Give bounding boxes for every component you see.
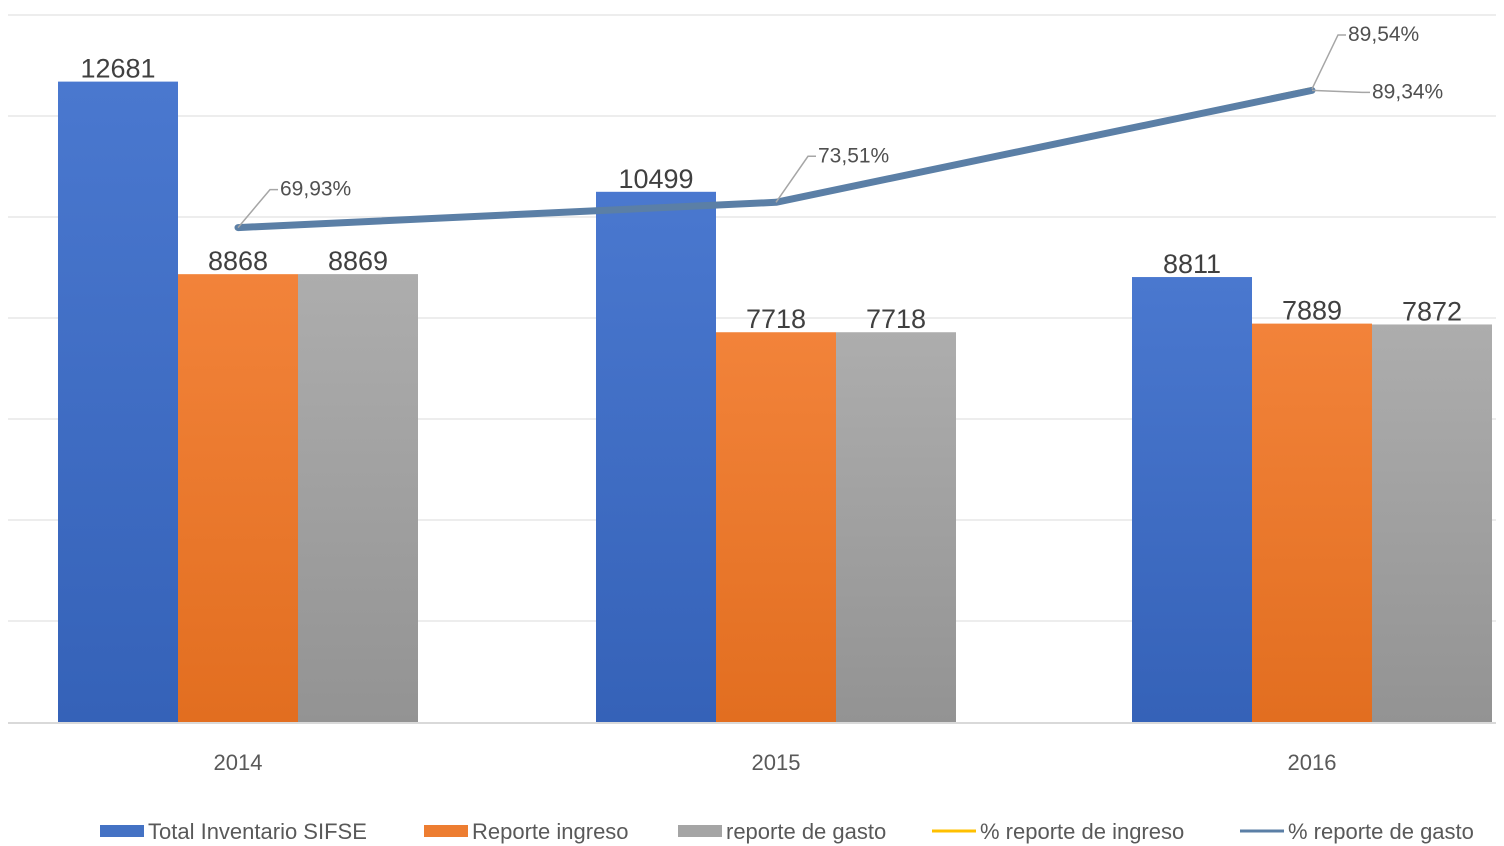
legend-swatch [424,825,468,837]
line-data-label: 73,51% [818,144,889,167]
line-series-0 [236,86,1314,230]
bar-data-label: 10499 [618,164,693,194]
bar-data-label: 7718 [866,304,926,334]
bar-data-label: 7872 [1402,296,1462,326]
bar-2016-s1 [1252,323,1372,722]
bar-2016-s0 [1132,277,1252,722]
bar-2014-s0 [58,81,178,722]
legend-label: % reporte de gasto [1288,819,1474,844]
line-data-label: 89,54% [1348,23,1419,46]
bar-data-label: 8869 [328,246,388,276]
line-data-label: 89,34% [1372,80,1443,103]
bar-2014-s1 [178,274,298,722]
legend-label: % reporte de ingreso [980,819,1184,844]
legend-label: Total Inventario SIFSE [148,819,367,844]
bar-2015-s0 [596,191,716,722]
legend-swatch [678,825,722,837]
legend-label: reporte de gasto [726,819,886,844]
leader-line [775,155,816,203]
x-tick-label: 2014 [214,750,263,775]
bar-data-label: 8811 [1163,249,1221,279]
leader-line [1311,89,1370,94]
legend-label: Reporte ingreso [472,819,629,844]
bar-data-label: 7889 [1282,296,1342,326]
leader-line [237,188,278,229]
x-tick-label: 2015 [752,750,801,775]
bar-data-label: 8868 [208,246,268,276]
leader-line [1311,34,1346,90]
bar-2014-s2 [298,274,418,722]
bar-2015-s2 [836,332,956,722]
bar-data-label: 7718 [746,304,806,334]
x-tick-label: 2016 [1288,750,1337,775]
legend-swatch [100,825,144,837]
bar-data-label: 12681 [80,54,155,84]
line-data-label: 69,93% [280,178,351,201]
bar-2015-s1 [716,332,836,722]
line-series-1 [234,86,1316,232]
bar-2016-s2 [1372,324,1492,722]
